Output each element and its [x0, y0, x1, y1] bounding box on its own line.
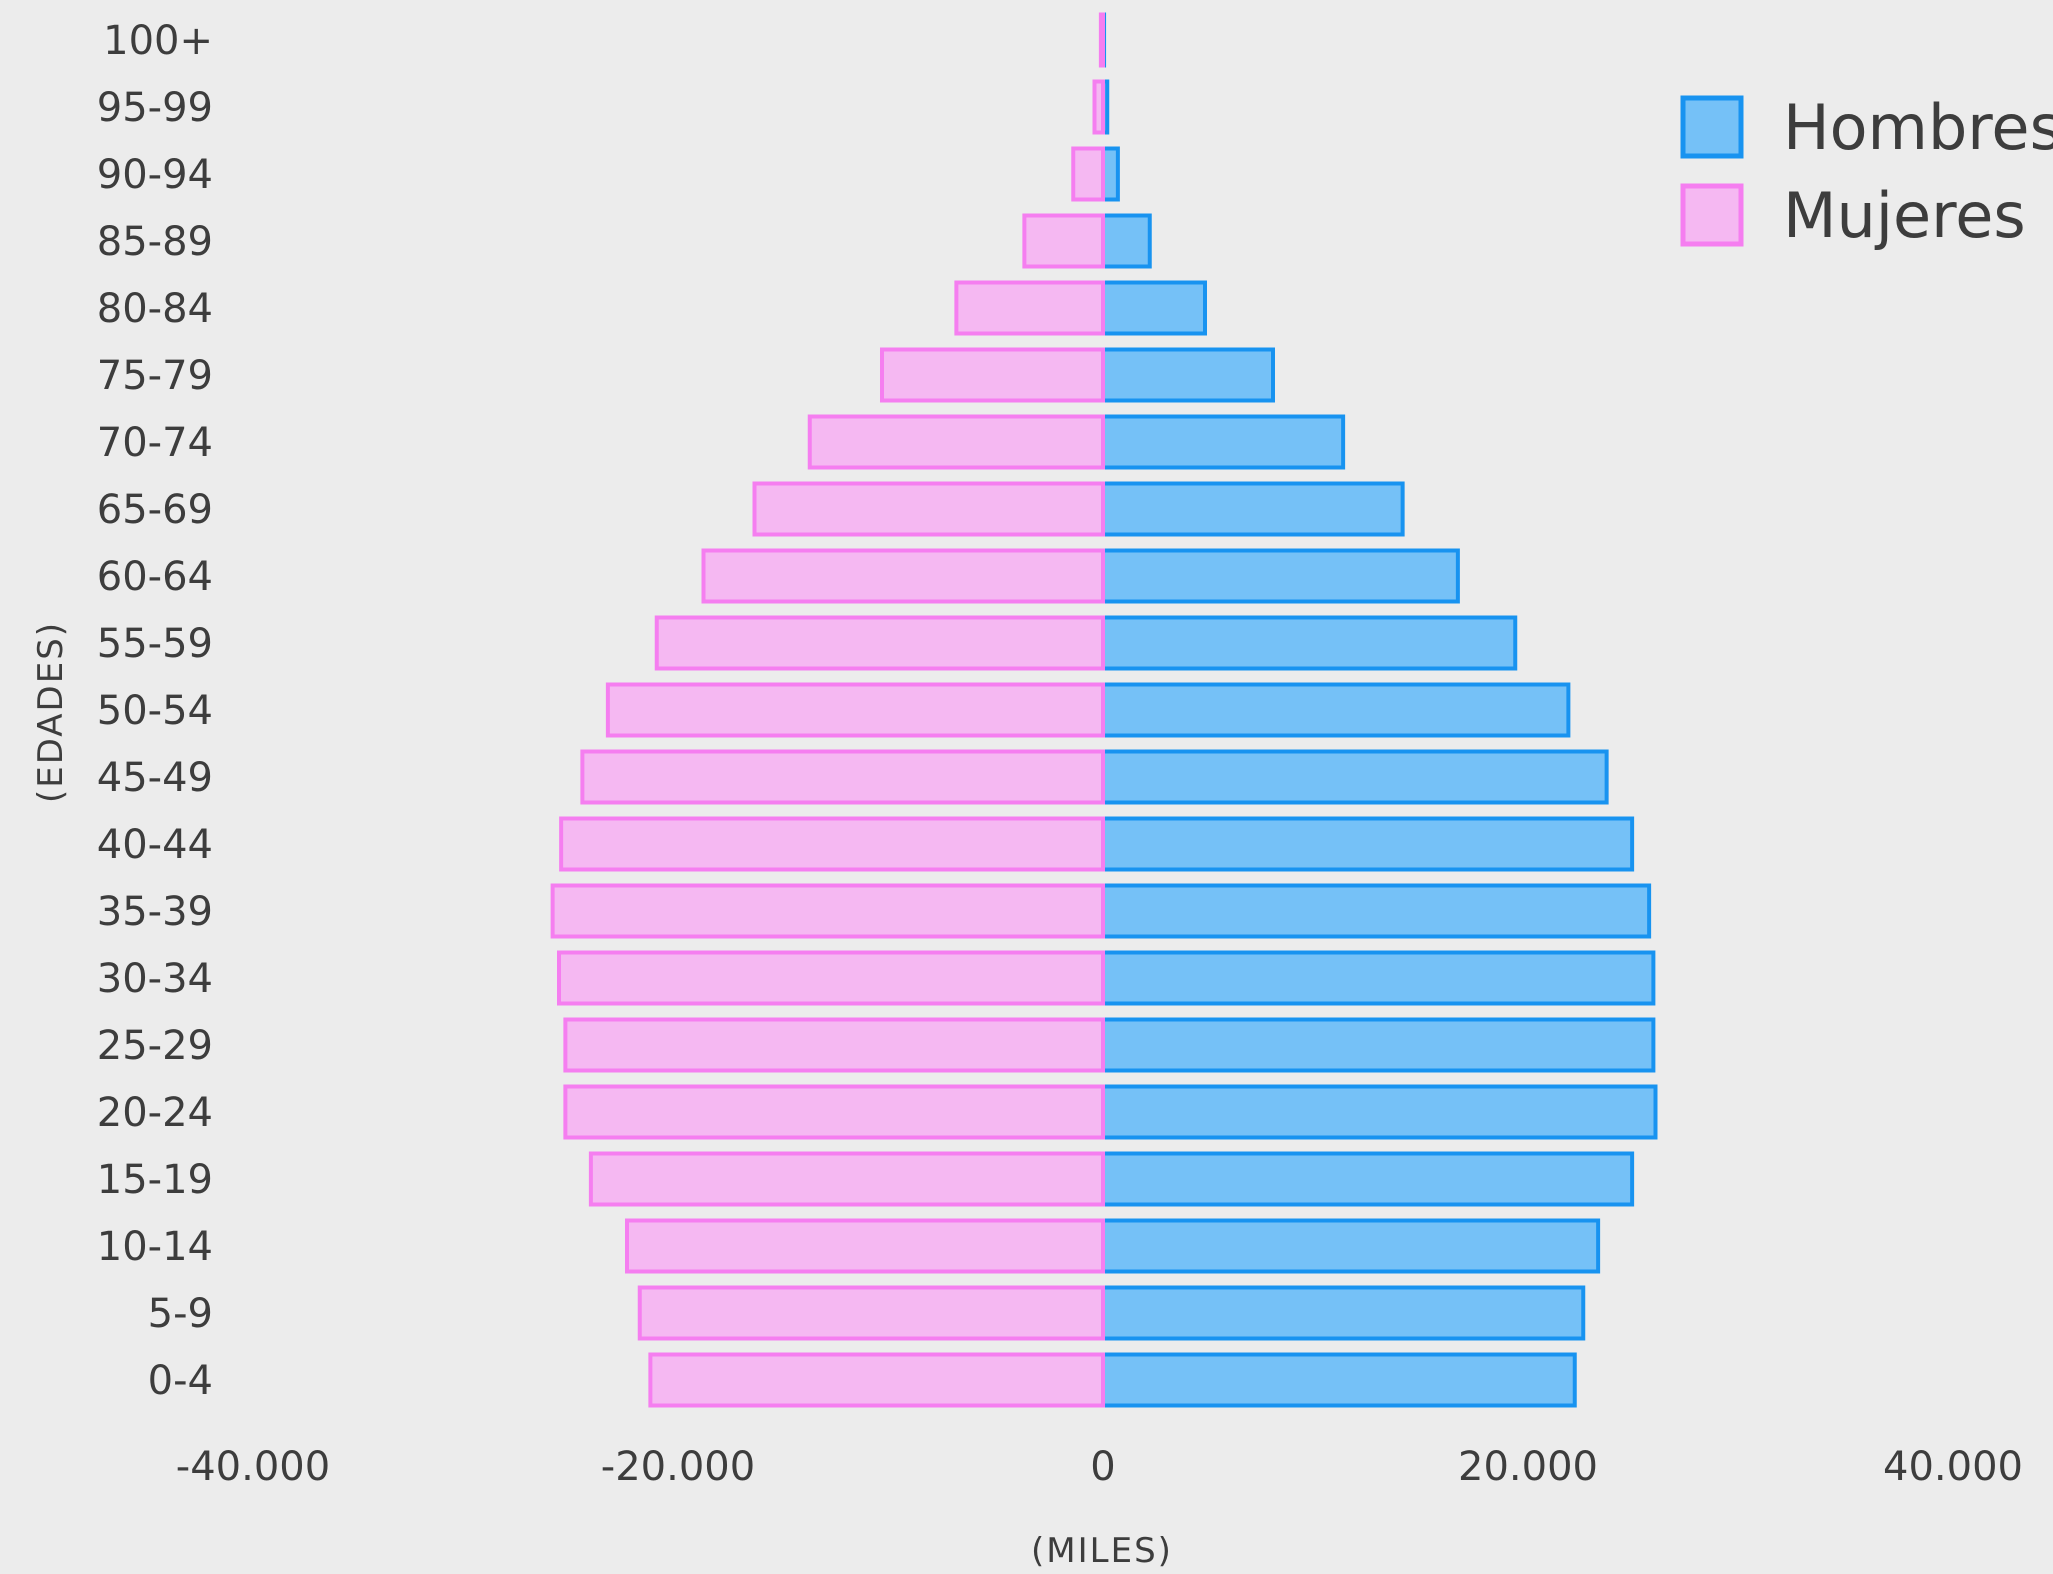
bar-mujeres — [654, 615, 1105, 671]
age-label: 35-39 — [97, 889, 213, 935]
age-label: 10-14 — [97, 1224, 213, 1270]
bar-mujeres — [1098, 12, 1105, 68]
bar-mujeres — [637, 1285, 1105, 1341]
age-label: 20-24 — [97, 1090, 213, 1136]
y-axis-title: (EDADES) — [31, 621, 71, 803]
age-label: 100+ — [103, 18, 213, 64]
bar-hombres — [1101, 682, 1571, 738]
age-labels-group: 100+ 95-99 90-94 85-89 80-84 75-79 70-74 65-69 6… — [97, 18, 213, 1404]
bar-mujeres — [880, 347, 1105, 403]
bars-group — [550, 12, 1658, 1408]
bar-mujeres — [807, 414, 1105, 470]
bar-hombres — [1101, 146, 1120, 202]
age-label: 55-59 — [97, 621, 213, 667]
x-tick-label: 40.000 — [1883, 1444, 2023, 1490]
bar-mujeres — [580, 749, 1105, 805]
bar-mujeres — [752, 481, 1105, 537]
age-label: 60-64 — [97, 554, 213, 600]
bar-hombres — [1101, 280, 1207, 336]
bar-mujeres — [625, 1218, 1105, 1274]
bar-hombres — [1101, 1352, 1577, 1408]
bar-mujeres — [1092, 79, 1105, 135]
bar-hombres — [1101, 481, 1405, 537]
bar-mujeres — [588, 1151, 1105, 1207]
bar-mujeres — [557, 950, 1105, 1006]
bar-mujeres — [701, 548, 1105, 604]
bar-hombres — [1101, 883, 1652, 939]
legend-label-hombres: Hombres — [1783, 91, 2053, 164]
bar-mujeres — [648, 1352, 1105, 1408]
bar-hombres — [1101, 548, 1460, 604]
bar-hombres — [1101, 213, 1152, 269]
bar-mujeres — [563, 1084, 1105, 1140]
bar-hombres — [1101, 950, 1656, 1006]
bar-mujeres — [605, 682, 1105, 738]
age-label: 25-29 — [97, 1023, 213, 1069]
bar-hombres — [1101, 1151, 1635, 1207]
legend-label-mujeres: Mujeres — [1783, 179, 2026, 252]
x-tick-labels-group: -40.000 -20.000 0 20.000 40.000 — [176, 1444, 2023, 1490]
age-label: 0-4 — [148, 1358, 213, 1404]
bar-hombres — [1101, 347, 1275, 403]
age-label: 70-74 — [97, 420, 213, 466]
bar-hombres — [1101, 1017, 1656, 1073]
legend: Hombres Mujeres — [1680, 91, 2053, 252]
age-label: 40-44 — [97, 822, 213, 868]
age-label: 80-84 — [97, 286, 213, 332]
age-label: 95-99 — [97, 85, 213, 131]
bar-hombres — [1101, 615, 1518, 671]
bar-mujeres — [1022, 213, 1105, 269]
legend-swatch-hombres — [1680, 95, 1744, 159]
age-label: 15-19 — [97, 1157, 213, 1203]
age-label: 90-94 — [97, 152, 213, 198]
age-label: 50-54 — [97, 688, 213, 734]
x-tick-label: 0 — [1090, 1444, 1115, 1490]
age-label: 65-69 — [97, 487, 213, 533]
bar-hombres — [1101, 1084, 1658, 1140]
bar-mujeres — [954, 280, 1105, 336]
bar-hombres — [1101, 749, 1609, 805]
bar-hombres — [1101, 1285, 1586, 1341]
bar-mujeres — [563, 1017, 1105, 1073]
age-label: 45-49 — [97, 755, 213, 801]
bar-mujeres — [1071, 146, 1105, 202]
x-tick-label: 20.000 — [1458, 1444, 1598, 1490]
legend-swatch-mujeres — [1680, 183, 1744, 247]
age-label: 30-34 — [97, 956, 213, 1002]
bar-hombres — [1101, 1218, 1601, 1274]
x-axis-title: (MILES) — [1031, 1531, 1173, 1571]
x-tick-label: -40.000 — [176, 1444, 330, 1490]
x-tick-label: -20.000 — [601, 1444, 755, 1490]
bar-hombres — [1101, 414, 1346, 470]
bar-hombres — [1101, 816, 1635, 872]
bar-mujeres — [559, 816, 1105, 872]
age-label: 85-89 — [97, 219, 213, 265]
age-label: 5-9 — [148, 1291, 213, 1337]
bar-mujeres — [550, 883, 1105, 939]
age-label: 75-79 — [97, 353, 213, 399]
